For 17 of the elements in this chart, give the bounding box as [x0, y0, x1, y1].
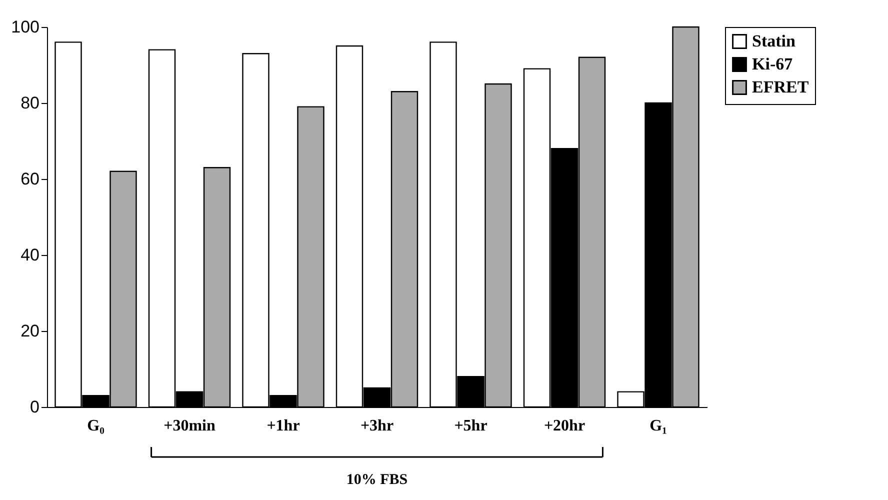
y-tick-label: 80 [20, 94, 40, 112]
y-tick-label: 60 [20, 170, 40, 188]
legend-label: EFRET [752, 78, 810, 96]
x-tick-label: G₀ [87, 418, 105, 434]
y-tick-label: 0 [30, 398, 40, 416]
y-tick-label: 100 [11, 18, 40, 36]
x-tick-label: +20hr [544, 418, 586, 434]
y-tick-label: 20 [20, 322, 40, 340]
legend-label: Ki-67 [752, 54, 794, 74]
x-tick-label: +3hr [360, 418, 394, 434]
x-tick-label: G₁ [650, 418, 668, 434]
y-tick-label: 40 [20, 246, 40, 264]
x-tick-label: +1hr [266, 418, 300, 434]
x-tick-label: +30min [164, 418, 216, 434]
legend-label: Statin [752, 32, 796, 50]
text: 10% FBS [346, 472, 408, 488]
x-tick-label: +5hr [454, 418, 488, 434]
